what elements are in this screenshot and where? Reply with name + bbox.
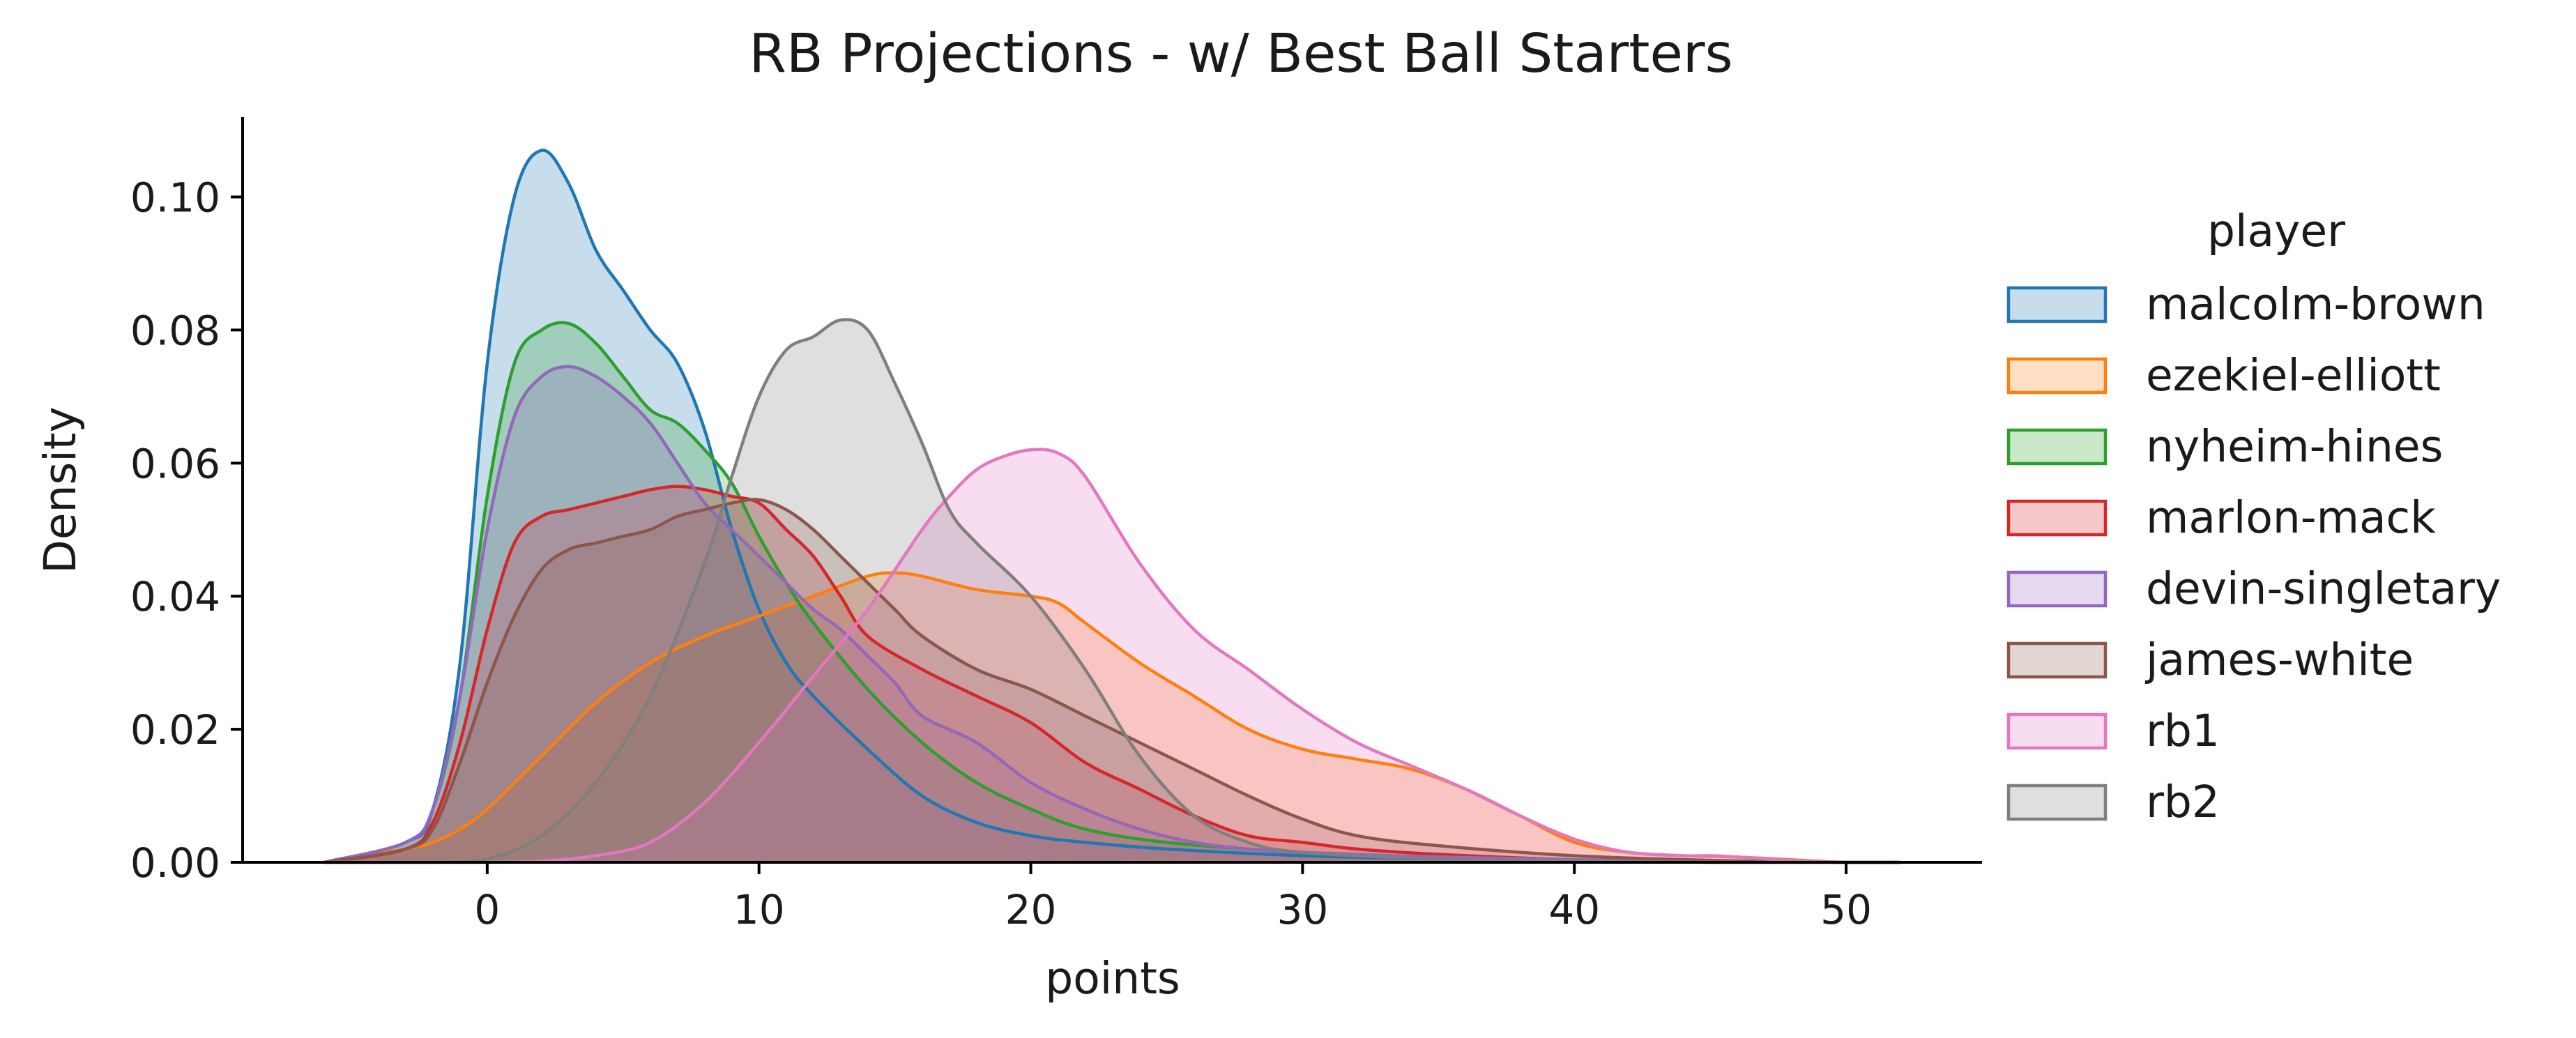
legend-item-rb2: rb2 [2006, 777, 2220, 827]
legend-items: malcolm-brown ezekiel-elliott nyheim-hines… [2006, 279, 2501, 827]
area-nyheim-hines [324, 322, 1900, 862]
line-rb1 [324, 448, 1900, 864]
area-rb2 [324, 319, 1900, 862]
x-tick-label: 40 [1548, 886, 1600, 933]
legend-swatch [2006, 784, 2108, 821]
plot-lines [323, 148, 1900, 864]
legend-item-james-white: james-white [2006, 634, 2414, 685]
y-tick-label: 0.06 [130, 440, 220, 487]
area-marlon-mack [324, 486, 1900, 862]
y-ticks: 0.00 0.02 0.04 0.06 0.08 0.10 [130, 174, 243, 887]
area-james-white [324, 499, 1900, 862]
legend-item-ezekiel-elliott: ezekiel-elliott [2006, 350, 2441, 401]
y-tick-label: 0.10 [130, 174, 220, 222]
legend: player malcolm-brown ezekiel-elliott nyhei… [2006, 206, 2501, 827]
line-rb2 [324, 318, 1900, 864]
legend-label: rb2 [2146, 777, 2220, 827]
y-axis-label: Density [35, 406, 86, 574]
legend-swatch [2006, 357, 2108, 395]
legend-title: player [2207, 206, 2345, 257]
x-tick-label: 50 [1820, 886, 1872, 933]
x-axis-label: points [1045, 953, 1180, 1004]
legend-label: rb1 [2146, 705, 2220, 756]
legend-label: ezekiel-elliott [2146, 350, 2441, 401]
legend-swatch [2006, 641, 2108, 679]
legend-item-rb1: rb1 [2006, 705, 2220, 756]
legend-label: marlon-mack [2146, 492, 2436, 543]
x-tick-label: 30 [1276, 886, 1328, 933]
legend-item-nyheim-hines: nyheim-hines [2006, 421, 2443, 472]
x-tick-label: 10 [733, 886, 785, 933]
legend-label: nyheim-hines [2146, 421, 2443, 472]
legend-swatch [2006, 286, 2108, 323]
y-tick-label: 0.08 [130, 307, 220, 354]
chart-title: RB Projections - w/ Best Ball Starters [749, 23, 1732, 85]
y-tick-label: 0.00 [130, 839, 220, 887]
line-devin-singletary [323, 365, 1900, 864]
legend-swatch [2006, 428, 2108, 466]
area-devin-singletary [324, 366, 1900, 862]
line-marlon-mack [323, 484, 1900, 864]
line-ezekiel-elliott [323, 571, 1900, 864]
plot-areas [324, 150, 1900, 863]
legend-label: malcolm-brown [2146, 279, 2485, 330]
legend-item-devin-singletary: devin-singletary [2006, 563, 2501, 614]
area-rb1 [324, 449, 1900, 862]
line-james-white [323, 498, 1900, 864]
legend-item-malcolm-brown: malcolm-brown [2006, 279, 2485, 330]
legend-swatch [2006, 499, 2108, 537]
legend-label: devin-singletary [2146, 563, 2501, 614]
legend-label: james-white [2144, 634, 2414, 685]
x-tick-label: 0 [474, 886, 500, 933]
legend-item-marlon-mack: marlon-mack [2006, 492, 2436, 543]
legend-swatch [2006, 570, 2108, 608]
legend-swatch [2006, 712, 2108, 750]
y-tick-label: 0.04 [130, 573, 220, 620]
y-tick-label: 0.02 [130, 706, 220, 754]
area-malcolm-brown [324, 150, 1900, 863]
x-tick-label: 20 [1005, 886, 1057, 933]
x-ticks: 0 10 20 30 40 50 [474, 862, 1872, 933]
